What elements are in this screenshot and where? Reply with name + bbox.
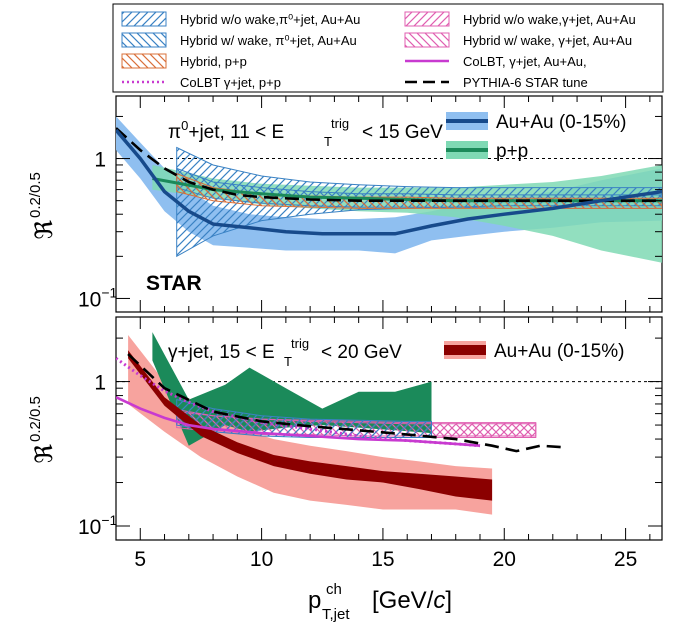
top-title-prefix-sup: 0: [181, 118, 188, 133]
top-panel-title: π0+jet, 11 < E: [168, 118, 284, 143]
x-tick-label-20: 20: [493, 548, 516, 571]
bottom-y-axis-label: ℜ 0.2/0.5: [27, 396, 58, 463]
legend-swatch: [121, 53, 167, 69]
legend-label: Hybrid w/o wake,γ+jet, Au+Au: [463, 12, 636, 27]
legend-swatch: [121, 32, 167, 48]
x-tick-label-25: 25: [614, 548, 637, 571]
y-tick-base: 10: [78, 516, 101, 539]
bottom-colbt-jet-au-au: [116, 396, 481, 447]
x-label-units-close: ]: [445, 587, 452, 614]
legend-entry-hybrid-p-p: Hybrid, p+p: [121, 53, 247, 69]
top-y-tick-label-1: 1: [94, 149, 106, 172]
top-star-au-au-0-15: [116, 128, 662, 236]
bottom-plot-area: [116, 332, 662, 515]
bottom-y-label-sup: 0.2/0.5: [27, 396, 44, 442]
bottom-star-au-au-0-15: [128, 350, 493, 501]
legend-label: Hybrid w/o wake,π⁰+jet, Au+Au: [180, 12, 360, 27]
top-title-suffix: < 15 GeV: [362, 122, 443, 143]
bottom-title-sub: T: [284, 354, 292, 369]
legend-top-pp-label: p+p: [496, 141, 528, 162]
legend-swatch: [121, 11, 167, 27]
bottom-title-suffix: < 20 GeV: [321, 342, 402, 363]
top-y-label-sup: 0.2/0.5: [27, 172, 44, 218]
x-tick-label-10: 10: [250, 548, 273, 571]
top-y-axis-label: ℜ 0.2/0.5: [27, 172, 58, 239]
bottom-title-mid: γ+jet, 15 < E: [168, 342, 275, 363]
legend-label: Hybrid w/ wake, π⁰+jet, Au+Au: [180, 33, 357, 48]
legend-top-auau-label: Au+Au (0-15%): [496, 112, 626, 133]
top-title-sup: trig: [331, 116, 349, 131]
legend-label: Hybrid, p+p: [180, 54, 247, 69]
legend-entry-hybrid-w-wake-jet-au-au: Hybrid w/ wake, γ+jet, Au+Au: [404, 32, 632, 48]
top-title-sub: T: [324, 134, 332, 149]
legend-label: CoLBT, γ+jet, Au+Au,: [463, 54, 587, 69]
legend-bottom-auau-label: Au+Au (0-15%): [494, 341, 624, 362]
x-axis-label: p ch T,jet [GeV/c]: [308, 581, 452, 623]
legend-entry-hybrid-w-wake-jet-au-au: Hybrid w/ wake, π⁰+jet, Au+Au: [121, 32, 357, 48]
bottom-title-sup: trig: [291, 336, 309, 351]
x-tick-label-5: 5: [134, 548, 146, 571]
bottom-star-au-au-0-15-band: [128, 335, 493, 515]
legend-label: CoLBT γ+jet, p+p: [180, 75, 281, 90]
bottom-y-tick-label-1: 1: [94, 372, 106, 395]
star-label: STAR: [146, 272, 202, 295]
legend-entry-hybrid-w-o-wake-jet-au-au: Hybrid w/o wake,γ+jet, Au+Au: [404, 11, 636, 27]
x-label-units-open: [GeV/: [372, 587, 434, 614]
legend-entry-colbt-jet-au-au: CoLBT, γ+jet, Au+Au,: [405, 54, 587, 69]
legend-entry-pythia-6-star-tune: PYTHIA-6 STAR tune: [405, 75, 588, 90]
legend-entry-hybrid-w-o-wake-jet-au-au: Hybrid w/o wake,π⁰+jet, Au+Au: [121, 11, 360, 27]
x-label-sup: ch: [326, 581, 342, 598]
top-y-tick-label-0.1: 10−1: [78, 284, 118, 311]
bottom-pythia-6-star-tune: [127, 353, 565, 453]
legend-label: PYTHIA-6 STAR tune: [463, 75, 588, 90]
legend-label: Hybrid w/ wake, γ+jet, Au+Au: [463, 33, 632, 48]
top-plot-area: [116, 116, 662, 263]
y-tick-base: 10: [78, 288, 101, 311]
top-y-label-symbol: ℜ: [31, 220, 58, 240]
x-label-units-c: c: [433, 587, 445, 614]
top-title-prefix: π: [168, 122, 181, 143]
x-label-sub: T,jet: [322, 606, 350, 623]
legend-swatch: [404, 11, 450, 27]
x-label-units: [GeV/c]: [372, 587, 452, 614]
y-tick-exp: −1: [101, 512, 117, 528]
y-tick-exp: −1: [101, 284, 117, 300]
x-label-main: p: [308, 587, 321, 614]
legend-entry-colbt-jet-p-p: CoLBT γ+jet, p+p: [122, 75, 281, 90]
top-title-mid: +jet, 11 < E: [188, 122, 284, 143]
bottom-panel-frame: [115, 316, 663, 541]
legend-swatch: [404, 32, 450, 48]
legend-bottom-auau-box: [444, 345, 486, 355]
x-tick-label-15: 15: [371, 548, 394, 571]
top-pythia-6-star-tune: [116, 127, 662, 202]
bottom-y-label-symbol: ℜ: [31, 444, 58, 464]
legend-entries: Hybrid w/o wake,π⁰+jet, Au+Au Hybrid w/o …: [121, 11, 636, 90]
legend-box: [112, 3, 664, 93]
bottom-y-tick-label-0.1: 10−1: [78, 512, 118, 539]
